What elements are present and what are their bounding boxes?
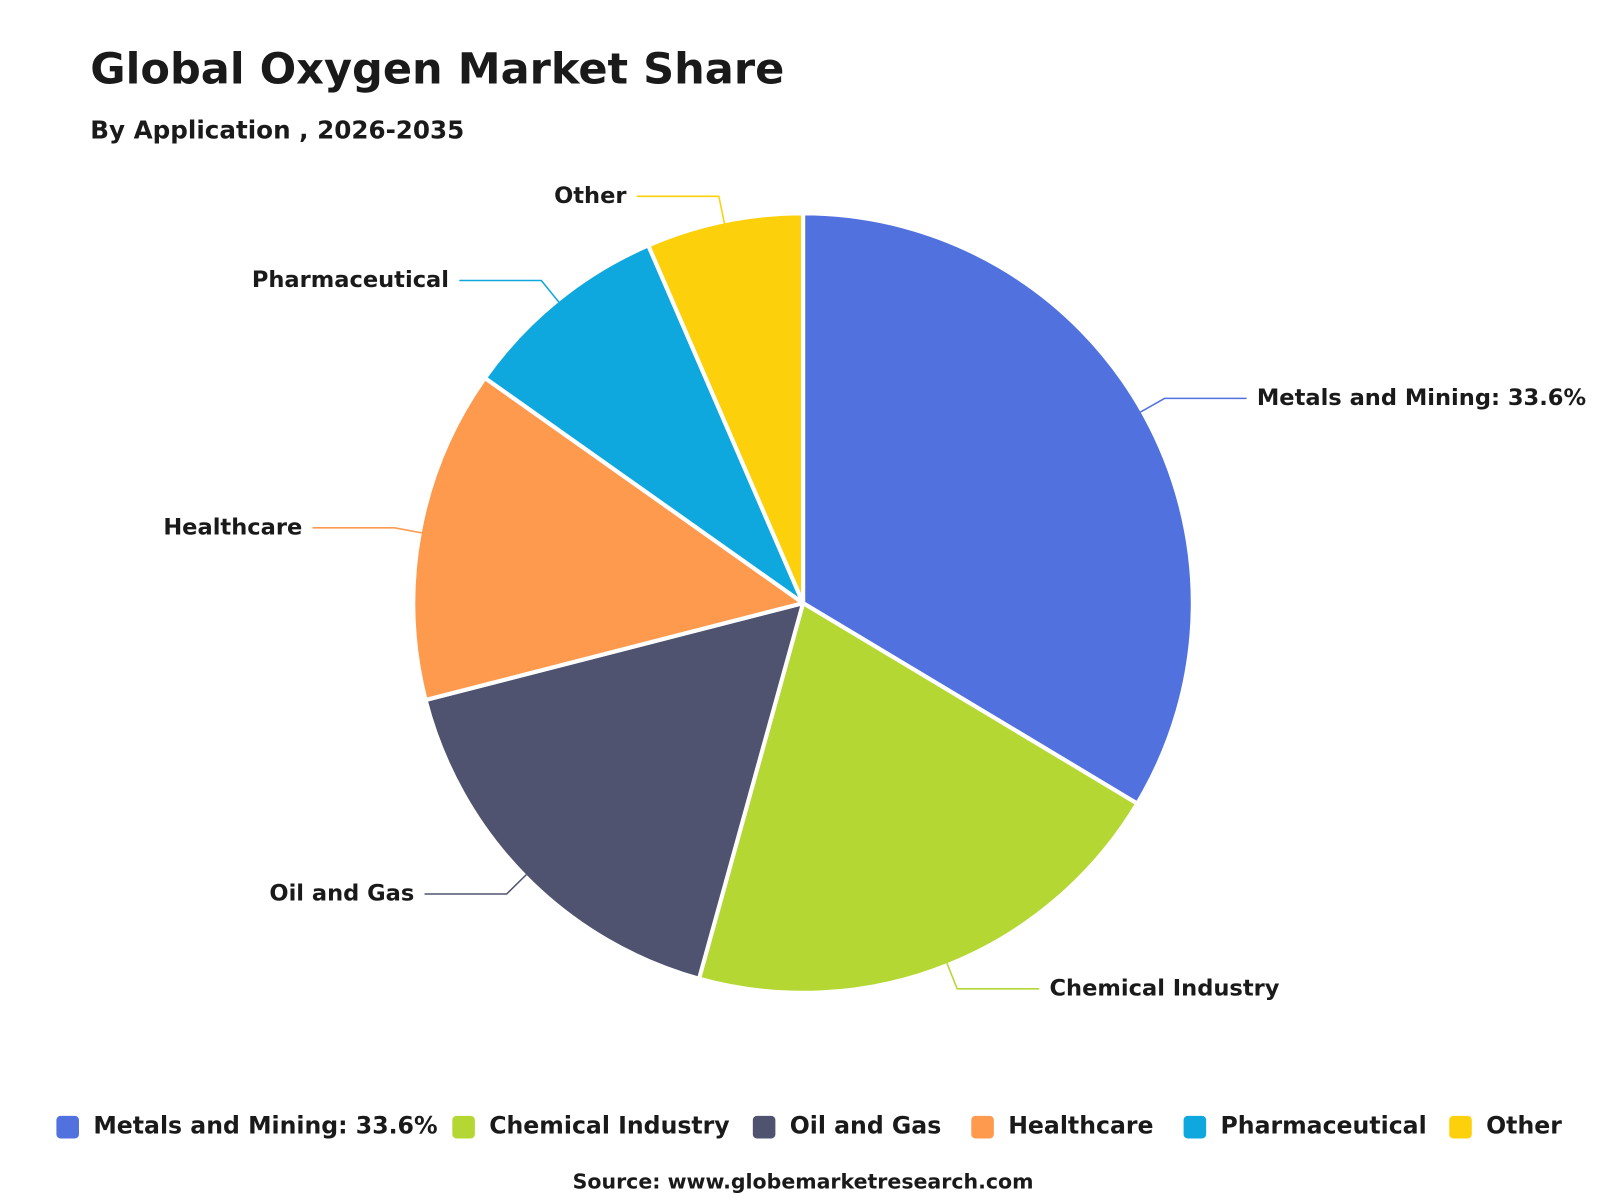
slice-label: Metals and Mining: 33.6% (1257, 385, 1586, 411)
chart-title: Global Oxygen Market Share (90, 44, 784, 94)
leader-line (312, 527, 422, 534)
slice-label: Healthcare (163, 514, 302, 540)
legend-swatch (1183, 1115, 1207, 1139)
legend-swatch (1449, 1115, 1472, 1139)
legend-label: Chemical Industry (489, 1112, 729, 1140)
legend-swatch (752, 1115, 776, 1139)
slice-label: Other (554, 183, 627, 209)
legend-label: Metals and Mining: 33.6% (93, 1112, 437, 1140)
leader-line (636, 195, 726, 224)
legend-swatch (56, 1115, 79, 1139)
legend-label: Healthcare (1008, 1112, 1153, 1140)
legend-label: Other (1486, 1112, 1562, 1140)
legend-swatch (452, 1115, 475, 1139)
slice-label: Chemical Industry (1050, 975, 1280, 1001)
leader-line (459, 279, 560, 303)
slice-label: Oil and Gas (269, 881, 414, 907)
legend-label: Pharmaceutical (1221, 1112, 1427, 1140)
chart-subtitle: By Application , 2026-2035 (90, 115, 464, 144)
legend-swatch (971, 1115, 994, 1139)
legend-label: Oil and Gas (790, 1112, 941, 1140)
source: Source: www.globemarketresearch.com (573, 1170, 1034, 1194)
leader-line (946, 962, 1040, 990)
slice-label: Pharmaceutical (252, 267, 449, 293)
leader-line (1140, 397, 1247, 413)
leader-line (424, 874, 527, 895)
